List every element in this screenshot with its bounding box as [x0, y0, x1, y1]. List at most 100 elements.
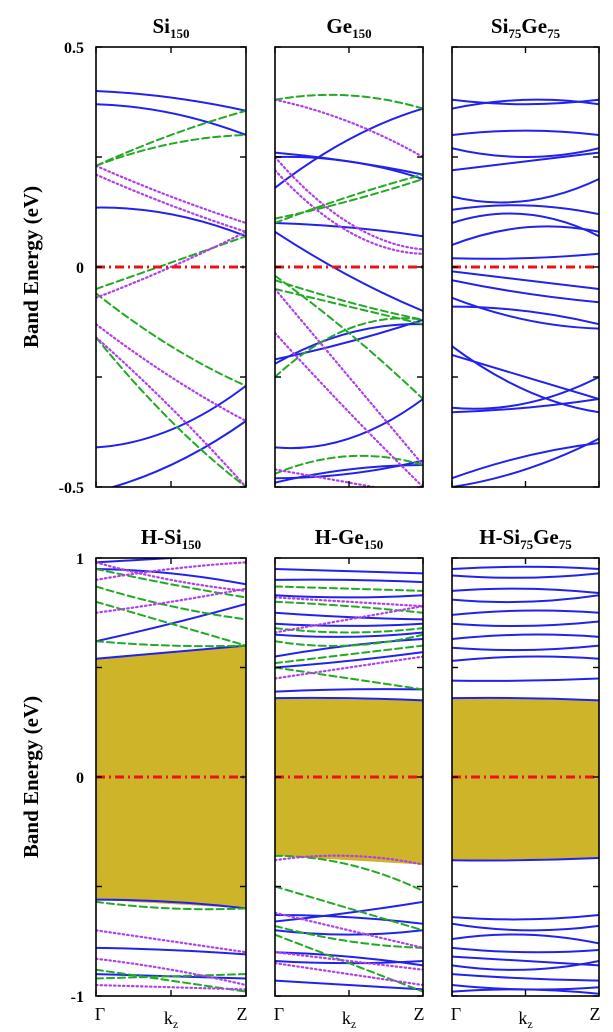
- panel-title-subscript: 150: [170, 26, 190, 41]
- panel-title-main: Si: [491, 14, 509, 38]
- band-line-green: [275, 454, 423, 475]
- band-gap-region: [96, 645, 246, 909]
- panel-title-main: Ge: [521, 14, 547, 38]
- x-tick-label-gamma: Γ: [451, 1004, 461, 1024]
- band-line-blue: [452, 151, 599, 172]
- band-line-green: [275, 666, 423, 691]
- band-line-magenta: [96, 230, 246, 299]
- band-line-blue: [452, 345, 599, 414]
- band-line-blue: [452, 305, 599, 326]
- band-line-magenta: [96, 173, 246, 233]
- band-line-blue: [275, 688, 423, 693]
- x-tick-k: k: [342, 1008, 351, 1028]
- tick-marks: [95, 46, 247, 488]
- panel-title-subscript: 75: [547, 26, 561, 41]
- band-line-blue: [275, 696, 423, 702]
- x-tick-k: k: [518, 1008, 527, 1028]
- panel-title-main: H-Si: [479, 525, 520, 549]
- plot-area: [275, 567, 423, 993]
- band-line-blue: [96, 898, 246, 910]
- band-line-green: [275, 178, 423, 220]
- panel-title: Ge150: [326, 14, 371, 41]
- panel-title-subscript: 150: [182, 537, 202, 552]
- panel-title: Si150: [152, 14, 189, 41]
- panel-title-subscript: 75: [520, 537, 534, 552]
- band-line-blue: [275, 631, 423, 638]
- band-line-blue: [452, 270, 599, 290]
- band-line-blue: [452, 398, 599, 414]
- plot-area: [96, 90, 246, 487]
- band-line-blue: [96, 103, 246, 136]
- band-line-blue: [452, 946, 599, 954]
- band-gap-region: [275, 698, 423, 865]
- band-line-blue: [275, 651, 423, 669]
- band-line-green: [96, 134, 246, 167]
- band-line-blue: [452, 933, 599, 945]
- band-line-green: [275, 924, 423, 949]
- band-line-blue: [452, 677, 599, 682]
- band-line-blue: [275, 951, 423, 967]
- panel-title-main: Ge: [326, 14, 352, 38]
- panel-title: H-Si75Ge75: [479, 525, 572, 552]
- band-line-green: [275, 274, 423, 400]
- band-line-green: [275, 585, 423, 592]
- band-line-magenta: [96, 587, 246, 614]
- band-line-green: [275, 279, 423, 321]
- band-line-blue: [452, 442, 599, 480]
- panel-title-main: H-Ge: [315, 525, 364, 549]
- band-line-blue: [452, 204, 599, 216]
- band-line-blue: [452, 98, 599, 110]
- band-line-magenta: [96, 164, 246, 225]
- band-line-blue: [452, 296, 599, 330]
- x-tick-label-gamma: Γ: [274, 1004, 284, 1024]
- y-tick-label: 0: [76, 260, 84, 277]
- plot-area: [452, 565, 599, 995]
- panel-title-subscript: 75: [508, 26, 522, 41]
- y-tick-label: -0.5: [59, 480, 84, 497]
- band-line-blue: [452, 279, 599, 304]
- band-line-blue: [96, 384, 246, 449]
- band-line-green: [275, 885, 423, 932]
- tick-marks: [274, 557, 424, 997]
- band-line-magenta: [96, 561, 246, 592]
- band-line-blue: [275, 611, 423, 621]
- band-line-blue: [275, 913, 423, 925]
- panel-title-main: Si: [152, 14, 170, 38]
- band-line-magenta: [275, 655, 423, 680]
- y-tick-label: -1: [71, 989, 84, 1006]
- band-line-blue: [452, 572, 599, 579]
- panel-4: H-Si150 Band Energy (eV) 1 0 -1 Γ kz Z: [19, 525, 248, 1031]
- band-line-magenta: [275, 911, 423, 949]
- band-line-blue: [452, 988, 599, 995]
- band-line-magenta: [96, 983, 246, 991]
- band-line-blue: [275, 900, 423, 923]
- band-gap-region: [452, 698, 599, 861]
- band-line-green: [96, 567, 246, 599]
- x-tick-label-z: Z: [590, 1004, 601, 1024]
- band-line-green: [275, 854, 423, 892]
- band-line-magenta: [275, 605, 423, 634]
- band-line-blue: [275, 638, 423, 658]
- band-line-green: [275, 173, 423, 224]
- band-line-blue: [275, 230, 423, 312]
- band-line-blue: [275, 222, 423, 238]
- band-line-blue: [96, 558, 189, 564]
- band-line-blue: [452, 857, 599, 862]
- y-tick-label: 0: [76, 770, 84, 787]
- band-line-blue: [452, 354, 599, 400]
- band-line-green: [275, 633, 423, 647]
- band-line-blue: [452, 609, 599, 616]
- band-line-blue: [452, 922, 599, 932]
- band-line-blue: [452, 129, 599, 136]
- band-line-blue: [452, 178, 599, 204]
- band-line-blue: [275, 622, 423, 627]
- band-line-blue: [452, 594, 599, 604]
- band-line-magenta: [275, 287, 423, 467]
- band-line-blue: [96, 90, 246, 112]
- band-line-blue: [452, 587, 599, 595]
- x-tick-label-z: Z: [237, 1004, 248, 1024]
- band-line-blue: [452, 225, 599, 246]
- band-line-blue: [275, 929, 423, 936]
- tick-marks: [274, 46, 424, 488]
